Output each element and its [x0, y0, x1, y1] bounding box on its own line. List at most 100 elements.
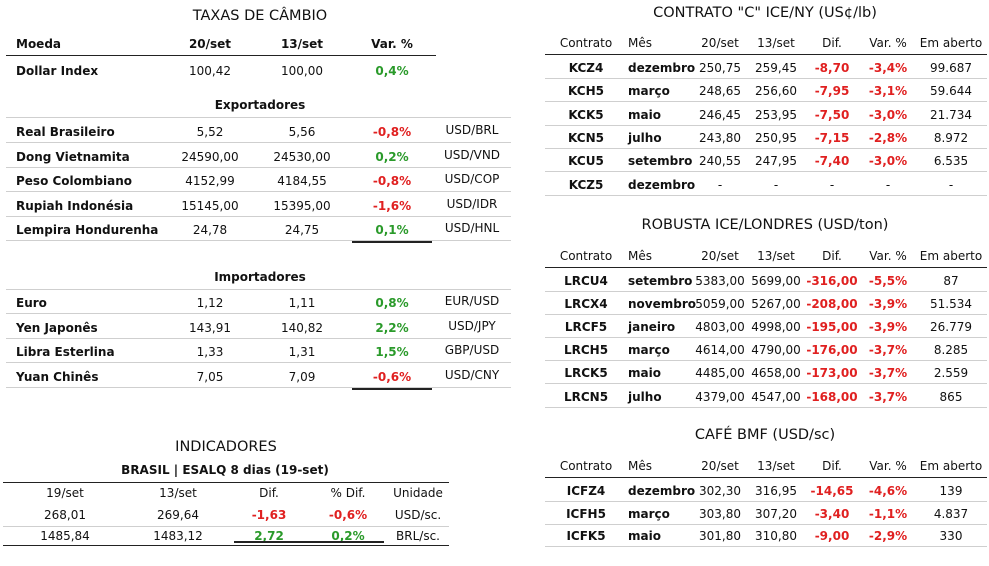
currency-variation: 0,2% [375, 149, 409, 164]
contract-m: dezembro [628, 61, 696, 75]
contract-p: -3,0% [868, 107, 908, 122]
currency-value-1: 1,33 [196, 345, 224, 360]
contract-v2: 250,95 [755, 130, 797, 145]
currency-value-1: 24,78 [192, 223, 228, 237]
contract-p: -2,9% [868, 529, 908, 543]
currency-pair: USD/VND [443, 147, 501, 162]
contract-c: KCH5 [568, 84, 604, 99]
currency-value-2: 4184,55 [277, 174, 327, 188]
contract-v1: - [717, 177, 723, 192]
contract-c: ICFZ4 [566, 484, 606, 498]
currency-pair: USD/CNY [444, 367, 500, 382]
contract-d: -8,70 [814, 61, 850, 75]
currency-pair: USD/COP [444, 172, 500, 186]
contract-d: -14,65 [810, 484, 854, 498]
contract-v2: 4547,00 [751, 389, 801, 404]
contract-c: LRCU4 [564, 274, 608, 288]
contract-m: março [628, 506, 670, 521]
currency-variation: -0,6% [372, 369, 412, 384]
contract-c: ICFK5 [566, 529, 606, 543]
currency-variation: -1,6% [372, 198, 412, 213]
col-header: Contrato [559, 459, 613, 473]
contract-a: 6.535 [933, 154, 969, 169]
currency-pair: USD/JPY [448, 318, 496, 333]
contract-m: maio [628, 529, 661, 543]
col-header: Contrato [559, 36, 613, 50]
contract-d: -3,40 [814, 506, 850, 521]
col-header: Em aberto [919, 459, 983, 473]
indicator-dif: 2,72 [254, 529, 284, 543]
currency-pair: USD/BRL [445, 123, 499, 137]
contract-v2: 4790,00 [751, 343, 801, 358]
contract-m: novembro [628, 297, 697, 312]
contract-m: maio [628, 366, 661, 381]
contract-c: KCU5 [568, 154, 604, 169]
ind-col-4: % Dif. [330, 486, 366, 500]
contract-p: -3,7% [868, 366, 908, 381]
contract-m: maio [628, 107, 661, 122]
currency-name: Libra Esterlina [16, 345, 115, 360]
col-date1: 20/set [188, 37, 232, 51]
contract-a: 865 [939, 389, 963, 404]
currency-value-2: 15395,00 [273, 198, 331, 213]
contract-p: -5,5% [868, 274, 908, 288]
contract-p: -1,1% [868, 506, 908, 521]
ind-col-2: 13/set [159, 486, 197, 500]
contract-p: - [885, 177, 891, 192]
contract-v2: 316,95 [755, 484, 797, 498]
contract-a: 21.734 [930, 107, 972, 122]
contract-c: KCZ5 [568, 177, 604, 192]
contract-p: -2,8% [868, 130, 908, 145]
contract-a: - [948, 177, 954, 192]
col-moeda: Moeda [16, 37, 62, 51]
col-header: Dif. [822, 36, 842, 50]
contract-c: KCK5 [568, 107, 604, 122]
currency-name: Dong Vietnamita [16, 149, 130, 164]
ice-ny-title: CONTRATO "C" ICE/NY (US¢/lb) [653, 5, 877, 21]
contract-d: -7,15 [814, 130, 850, 145]
contract-v2: 259,45 [755, 61, 797, 75]
contract-a: 59.644 [930, 84, 972, 99]
col-header: Var. % [869, 459, 907, 473]
contract-d: -7,50 [814, 107, 850, 122]
indicator-value-1: 268,01 [44, 508, 86, 522]
currency-variation: 2,2% [375, 320, 409, 335]
contract-p: -3,4% [868, 61, 908, 75]
currency-pair: USD/IDR [446, 196, 498, 211]
currency-name: Real Brasileiro [16, 125, 115, 139]
currency-variation: 0,8% [375, 296, 409, 310]
indicator-value-2: 269,64 [157, 508, 199, 522]
contract-v1: 302,30 [699, 484, 741, 498]
col-header: Mês [628, 249, 652, 263]
contract-v2: 4658,00 [751, 366, 801, 381]
col-header: 20/set [701, 459, 739, 473]
contract-m: dezembro [628, 484, 696, 498]
contract-v2: 310,80 [755, 529, 797, 543]
col-header: 13/set [757, 249, 795, 263]
contract-a: 8.972 [933, 130, 969, 145]
currency-value-2: 1,11 [288, 296, 316, 310]
contract-p: -3,7% [868, 389, 908, 404]
ind-col-5: Unidade [393, 486, 443, 500]
currency-value-1: 15145,00 [181, 198, 239, 213]
contract-v1: 250,75 [699, 61, 741, 75]
col-header: 13/set [757, 36, 795, 50]
contract-p: -3,7% [868, 343, 908, 358]
contract-d: -173,00 [806, 366, 858, 381]
col-header: Var. % [869, 249, 907, 263]
currency-value-1: 5,52 [196, 125, 224, 139]
contract-v1: 4379,00 [695, 389, 745, 404]
contract-p: -3,1% [868, 84, 908, 99]
contract-v1: 246,45 [699, 107, 741, 122]
col-header: 20/set [701, 249, 739, 263]
contract-v1: 4614,00 [695, 343, 745, 358]
contract-a: 2.559 [933, 366, 969, 381]
contract-d: -208,00 [806, 297, 858, 312]
contract-p: -3,0% [868, 154, 908, 169]
currency-pair: EUR/USD [444, 294, 500, 308]
contract-c: ICFH5 [566, 506, 606, 521]
contract-v1: 303,80 [699, 506, 741, 521]
col-header: Em aberto [919, 36, 983, 50]
contract-d: -195,00 [806, 320, 858, 335]
contract-v2: 4998,00 [751, 320, 801, 335]
